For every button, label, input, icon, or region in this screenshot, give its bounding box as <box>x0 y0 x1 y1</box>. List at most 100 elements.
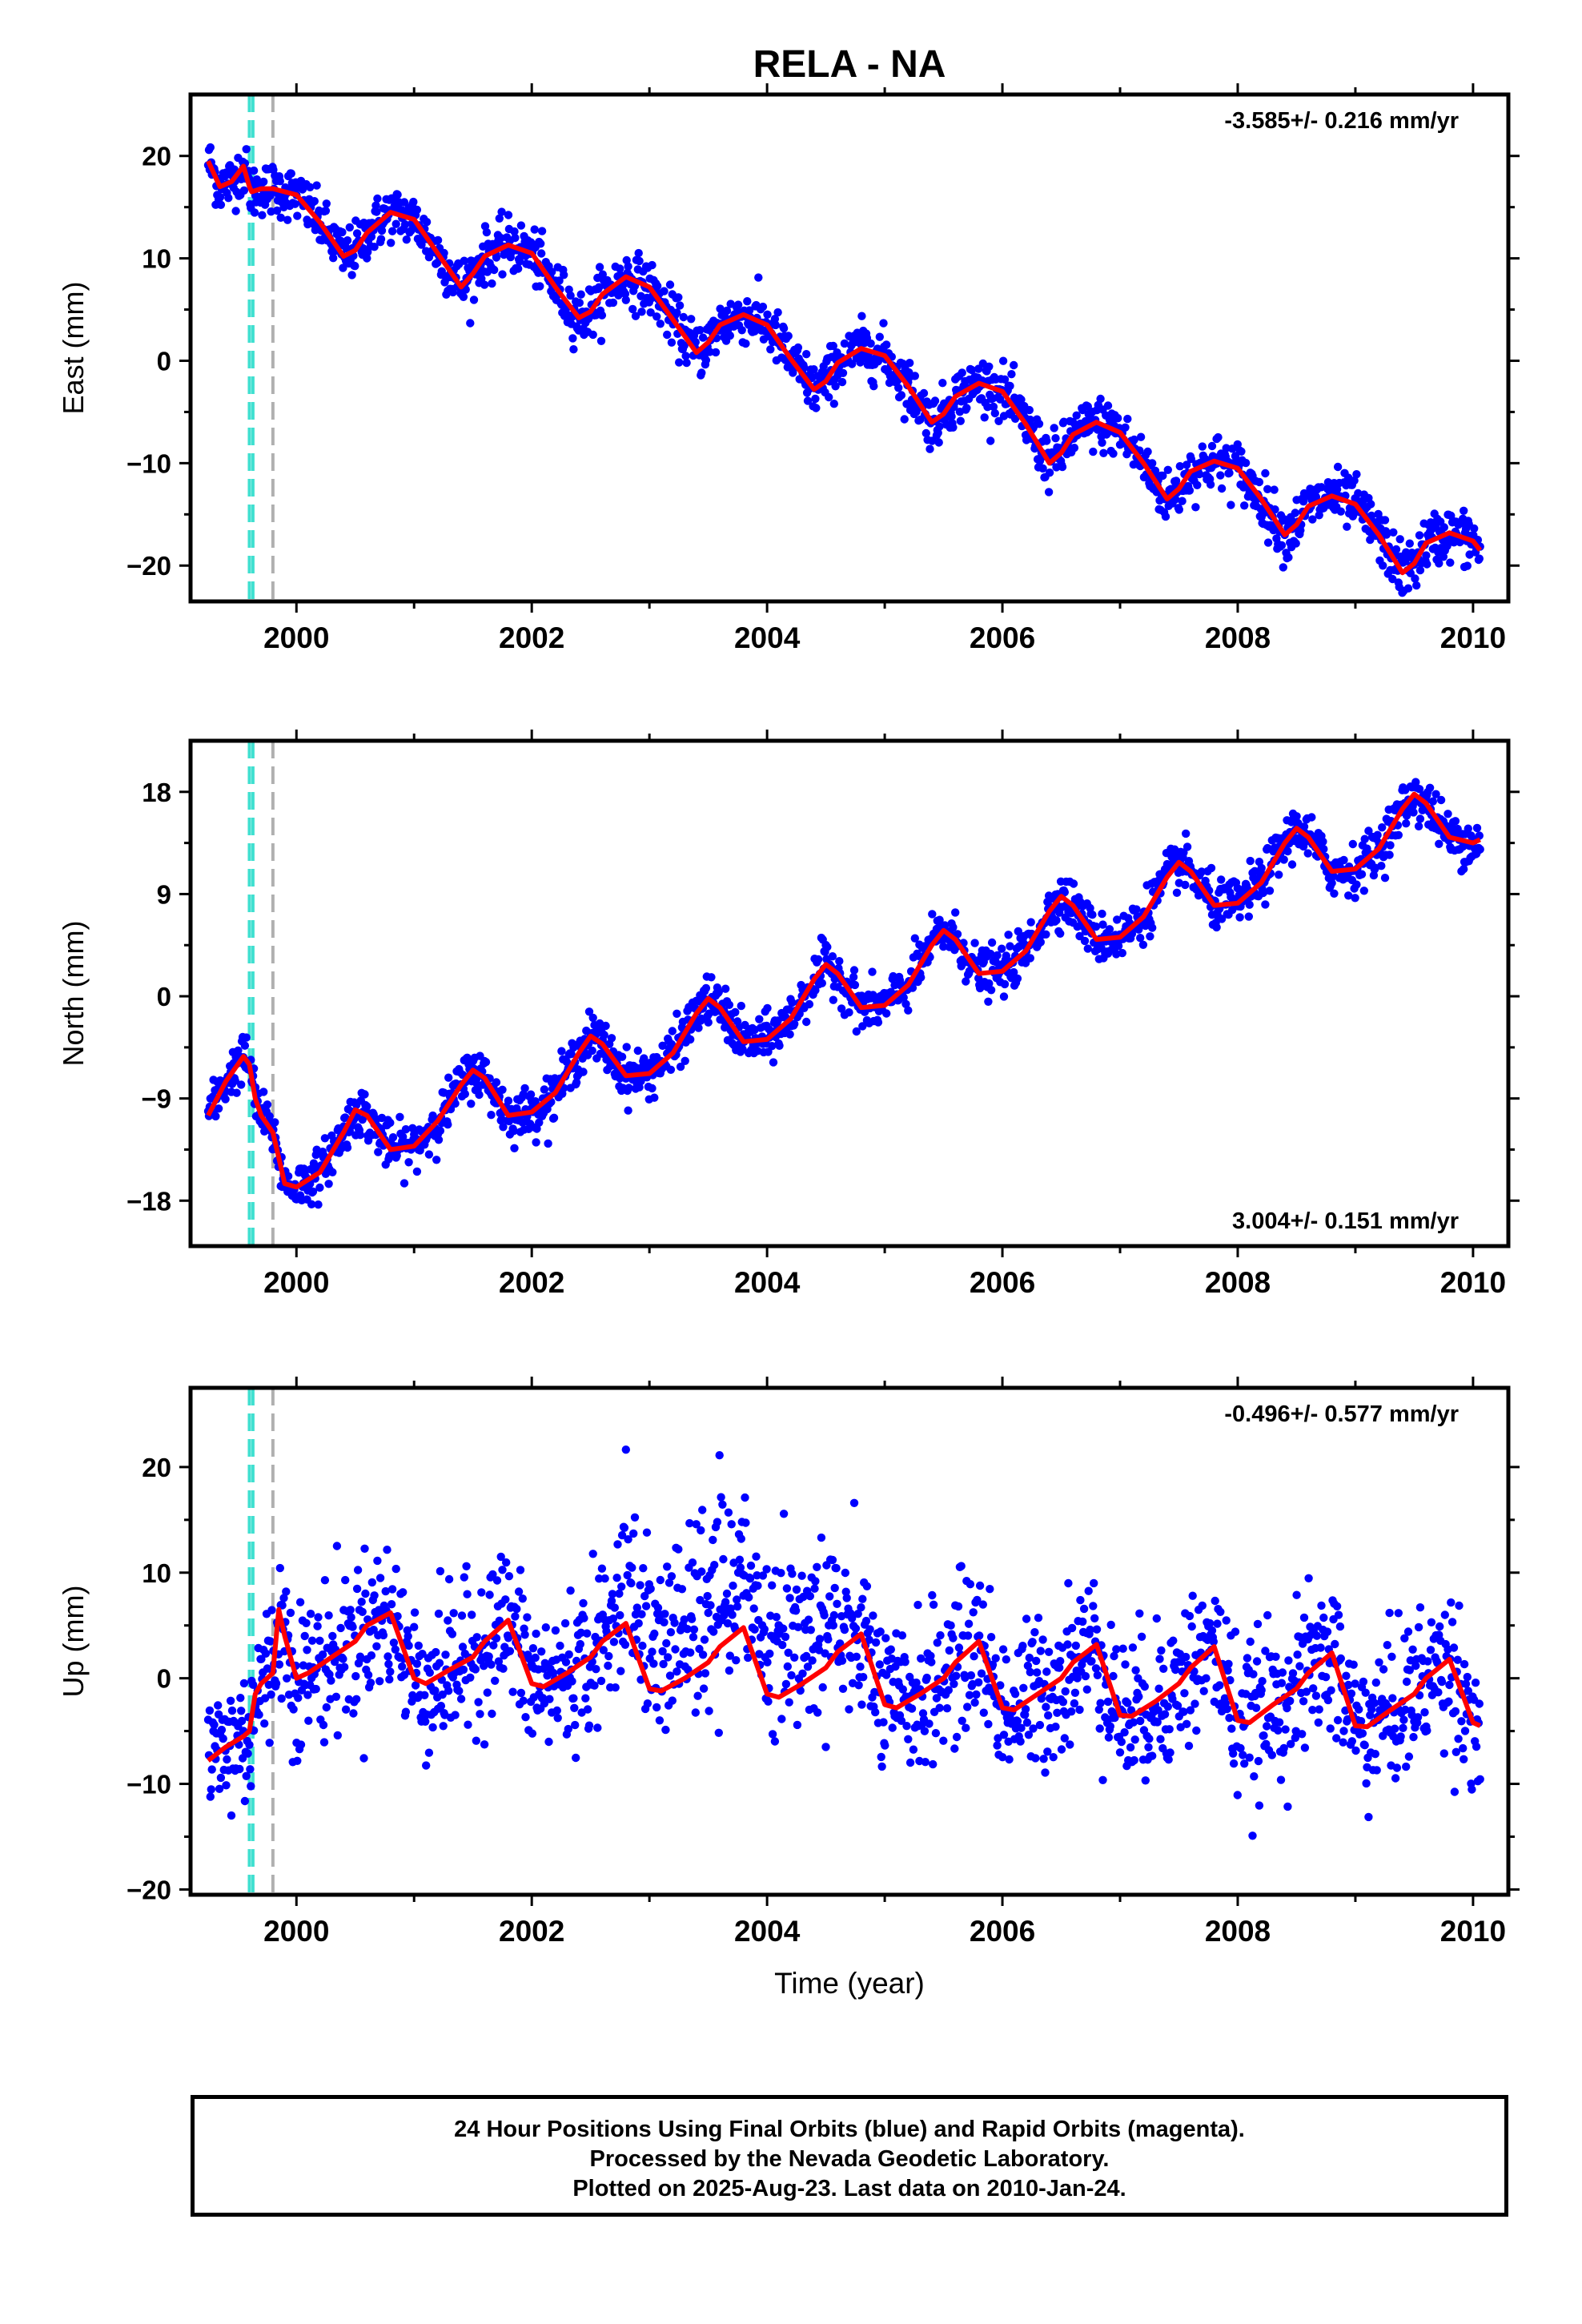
data-point <box>679 312 688 322</box>
data-point <box>1231 1627 1240 1636</box>
data-point <box>1216 1607 1225 1617</box>
data-point <box>372 207 381 216</box>
data-point <box>620 1640 630 1649</box>
data-point <box>733 1595 741 1604</box>
data-point <box>990 408 1000 418</box>
data-point <box>1311 493 1321 501</box>
data-point <box>714 987 723 997</box>
data-point <box>265 1112 274 1121</box>
data-point <box>541 1623 550 1632</box>
data-point <box>898 1685 908 1694</box>
data-point <box>1036 1647 1046 1655</box>
data-point <box>601 1021 610 1031</box>
data-point <box>584 1721 594 1730</box>
data-point <box>283 215 292 224</box>
data-point <box>729 1581 737 1590</box>
data-point <box>652 1703 661 1712</box>
data-point <box>986 436 995 445</box>
data-point <box>1332 485 1342 494</box>
data-point <box>927 1658 936 1667</box>
data-point <box>459 1665 468 1675</box>
data-point <box>718 1500 727 1510</box>
data-point <box>1051 434 1060 443</box>
data-point <box>433 235 443 245</box>
data-point <box>531 1653 540 1663</box>
data-point <box>401 1707 411 1716</box>
data-point <box>1470 524 1479 533</box>
data-point <box>996 395 1005 404</box>
data-point <box>1084 1586 1093 1595</box>
rate-label: 3.004+/- 0.151 mm/yr <box>1232 1208 1459 1234</box>
data-point <box>1225 1714 1234 1723</box>
data-point <box>832 1564 841 1573</box>
data-point <box>458 1642 468 1651</box>
data-point <box>1090 1614 1099 1623</box>
data-point <box>1087 1657 1096 1666</box>
data-point <box>1460 506 1468 515</box>
data-point <box>480 1662 488 1671</box>
data-point <box>1026 1667 1035 1677</box>
data-point <box>271 1118 279 1127</box>
data-point <box>917 973 926 982</box>
data-point <box>797 1571 806 1580</box>
data-point <box>696 326 705 335</box>
data-point <box>1140 1682 1150 1691</box>
data-point <box>219 1734 227 1743</box>
data-point <box>1029 1724 1038 1733</box>
data-point <box>1038 1635 1047 1644</box>
data-point <box>754 273 763 282</box>
data-point <box>355 1131 365 1140</box>
data-point <box>588 330 597 340</box>
data-point <box>912 1679 921 1687</box>
data-point <box>216 200 226 209</box>
data-point <box>820 1610 829 1620</box>
data-point <box>293 1756 302 1765</box>
data-point <box>1292 812 1301 821</box>
data-point <box>811 1577 820 1586</box>
data-point <box>240 1796 250 1806</box>
data-point <box>1180 1689 1189 1698</box>
data-point <box>673 1009 681 1019</box>
data-point <box>609 1638 619 1647</box>
data-point <box>1131 1666 1140 1675</box>
data-point <box>1199 1687 1208 1695</box>
data-point <box>516 1688 526 1698</box>
data-point <box>1058 1698 1068 1707</box>
data-point <box>687 1614 697 1623</box>
data-point <box>1171 495 1180 504</box>
data-point <box>726 1604 735 1613</box>
data-point <box>714 1728 723 1737</box>
data-point <box>347 271 356 279</box>
data-point <box>1186 1706 1195 1715</box>
data-point <box>595 263 604 271</box>
data-point <box>1121 423 1130 432</box>
data-point <box>686 1035 695 1044</box>
data-point <box>472 1633 481 1642</box>
data-point <box>1095 1724 1104 1733</box>
data-point <box>1163 465 1173 474</box>
data-point <box>755 1015 764 1023</box>
data-point <box>352 229 362 238</box>
data-point <box>984 1719 993 1729</box>
data-point <box>1300 1743 1310 1752</box>
data-point <box>1472 823 1482 833</box>
data-point <box>875 1660 885 1669</box>
data-point <box>561 1658 571 1667</box>
data-point <box>424 1748 434 1757</box>
data-point <box>361 1589 370 1598</box>
data-point <box>275 1660 284 1669</box>
data-point <box>1379 561 1387 570</box>
data-point <box>1255 477 1264 487</box>
data-point <box>311 1684 320 1694</box>
data-point <box>741 339 750 348</box>
data-point <box>1291 539 1300 548</box>
data-point <box>1007 370 1016 379</box>
data-point <box>699 1684 709 1693</box>
data-point <box>787 1671 796 1680</box>
data-point <box>1159 1664 1168 1673</box>
data-point <box>838 368 848 377</box>
data-point <box>658 1041 667 1051</box>
data-point <box>970 1652 978 1661</box>
data-point <box>347 1613 355 1622</box>
data-point <box>1115 1748 1125 1757</box>
